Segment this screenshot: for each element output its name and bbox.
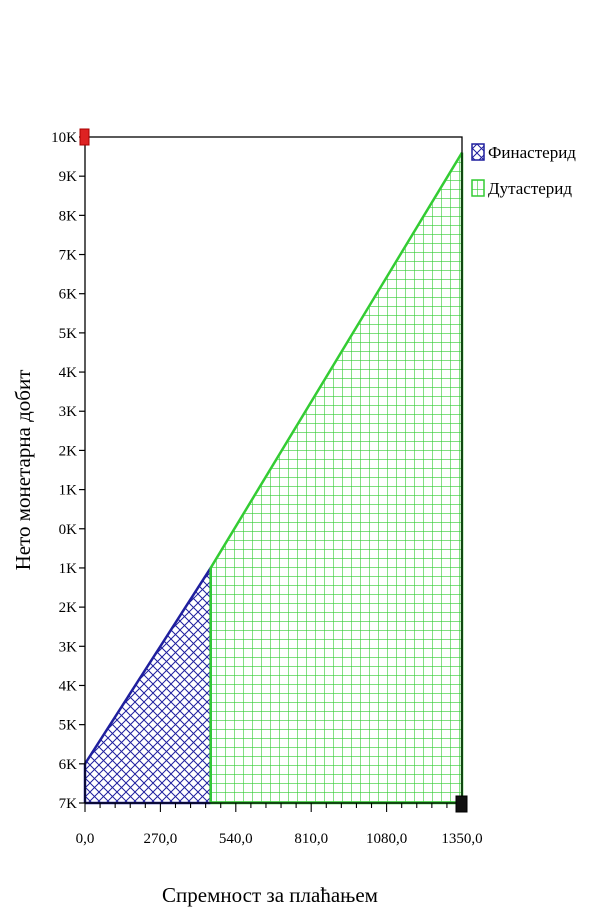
y-tick-label-3: 7K xyxy=(59,248,78,264)
legend-label-1: Финастерид xyxy=(488,143,576,162)
x-tick-label-2: 540,0 xyxy=(219,831,253,847)
y-tick-label-0: 10K xyxy=(51,130,77,146)
y-tick-label-12: 2K xyxy=(59,600,78,616)
area-layer xyxy=(83,152,464,805)
y-tick-label-7: 3K xyxy=(59,404,78,420)
bottom-right-marker xyxy=(455,795,468,813)
plot-frame xyxy=(84,136,463,804)
y-tick-label-15: 5K xyxy=(59,718,78,734)
y-tick-label-9: 1K xyxy=(59,483,78,499)
y-tick-label-8: 2K xyxy=(59,443,78,459)
x-tick-label-3: 810,0 xyxy=(294,831,328,847)
y-tick-label-13: 3K xyxy=(59,639,78,655)
legend: Финастерид Дутастерид xyxy=(471,143,576,198)
y-tick-label-2: 8K xyxy=(59,208,78,224)
line-series-1 xyxy=(83,567,212,765)
legend-swatch-2 xyxy=(471,179,485,197)
line-series-2 xyxy=(209,152,464,569)
y-tick-label-4: 6K xyxy=(59,287,78,303)
y-tick-label-6: 4K xyxy=(59,365,78,381)
y-tick-label-16: 6K xyxy=(59,757,78,773)
y-tick-label-5: 5K xyxy=(59,326,78,342)
x-tick-label-1: 270,0 xyxy=(144,831,178,847)
area-series-1 xyxy=(85,567,211,803)
x-axis-title: Спремност за плаћањем xyxy=(162,883,378,907)
x-axis: 0,0 270,0 540,0 810,0 1080,0 1350,0 xyxy=(76,803,483,847)
legend-label-2: Дутастерид xyxy=(488,179,572,198)
area-series-2 xyxy=(210,152,462,803)
y-tick-label-10: 0K xyxy=(59,522,78,538)
y-axis: 10K 9K 8K 7K 6K 5K 4K 3K 2K 1K 0K 1K 2K 3K 4K 5K 6K 7K xyxy=(51,130,85,812)
y-tick-label-1: 9K xyxy=(59,169,78,185)
x-tick-label-0: 0,0 xyxy=(76,831,95,847)
y-tick-label-11: 1K xyxy=(59,561,78,577)
x-tick-label-4: 1080,0 xyxy=(366,831,407,847)
x-tick-label-5: 1350,0 xyxy=(441,831,482,847)
y-tick-label-17: 7K xyxy=(59,796,78,812)
top-left-marker xyxy=(79,128,90,146)
y-axis-title: Нето монетарна добит xyxy=(11,370,35,571)
legend-swatch-1 xyxy=(471,143,485,161)
y-tick-label-14: 4K xyxy=(59,678,78,694)
